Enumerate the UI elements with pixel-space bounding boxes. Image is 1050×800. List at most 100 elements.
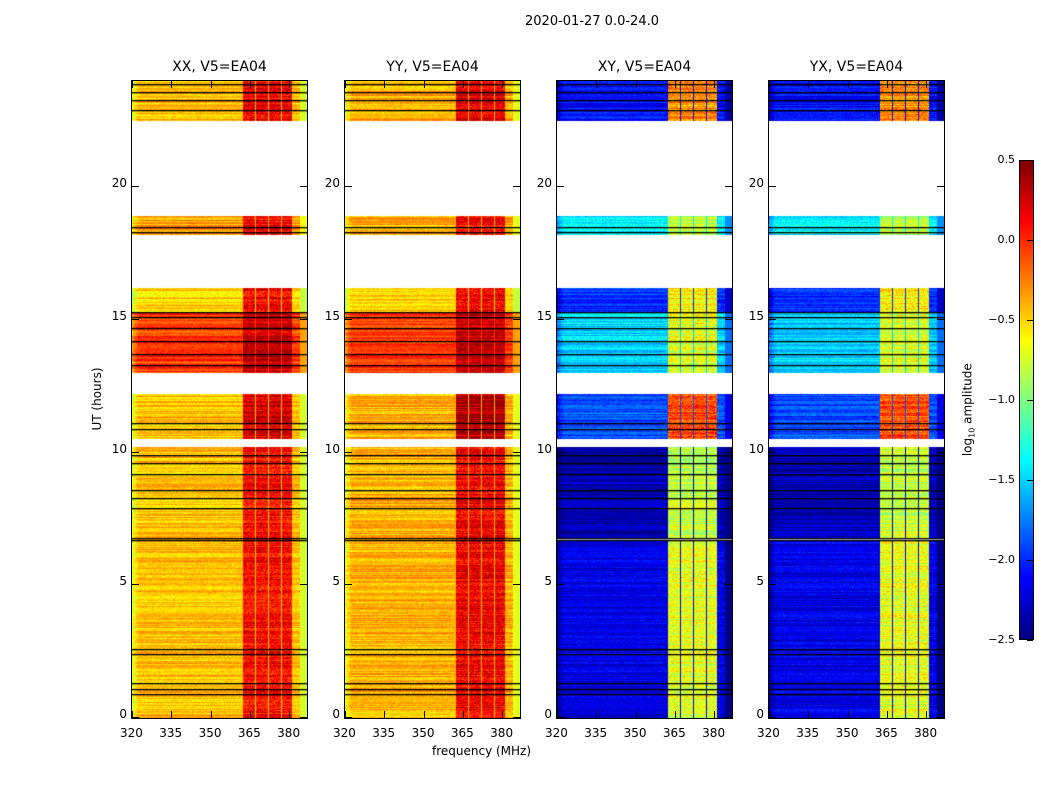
colorbar-tick-label: −1.0 <box>988 393 1015 406</box>
x-tick-mark-top <box>847 81 849 88</box>
colorbar-tick-label: −2.0 <box>988 553 1015 566</box>
y-tick-mark <box>769 584 776 586</box>
y-tick-label: 10 <box>536 441 552 456</box>
y-tick-mark <box>769 717 776 718</box>
y-tick-mark <box>557 186 564 188</box>
x-tick-mark <box>289 711 291 718</box>
x-tick-mark <box>132 711 133 718</box>
x-tick-mark <box>714 711 716 718</box>
y-tick-label: 5 <box>119 574 127 589</box>
y-tick-mark-right <box>937 186 944 188</box>
colorbar-tick-label: −2.5 <box>988 633 1015 646</box>
x-tick-label: 380 <box>277 726 301 740</box>
y-tick-mark-right <box>513 717 520 718</box>
y-tick-mark-right <box>937 717 944 718</box>
y-tick-mark <box>345 584 352 586</box>
x-tick-mark-top <box>132 81 133 88</box>
x-tick-mark-top <box>423 81 425 88</box>
x-tick-mark-top <box>345 81 346 88</box>
colorbar-tick-mark <box>1027 320 1033 321</box>
y-tick-mark-right <box>725 584 732 586</box>
heatmap-image <box>769 81 944 718</box>
y-tick-mark <box>557 717 564 718</box>
y-axis-label: UT (hours) <box>90 367 104 431</box>
colorbar-tick-mark <box>1027 640 1033 641</box>
y-tick-mark-right <box>725 717 732 718</box>
y-tick-mark-right <box>725 186 732 188</box>
x-tick-mark <box>596 711 598 718</box>
y-tick-label: 15 <box>536 308 552 323</box>
y-tick-label: 20 <box>536 176 552 191</box>
colorbar-tick-mark <box>1027 560 1033 561</box>
x-tick-label: 350 <box>835 726 859 740</box>
y-tick-label: 0 <box>119 707 127 721</box>
x-tick-label: 335 <box>372 726 396 740</box>
colorbar-tick-mark <box>1027 240 1033 241</box>
colorbar-tick-label: −0.5 <box>988 313 1015 326</box>
x-tick-label: 365 <box>662 726 686 740</box>
x-tick-label: 380 <box>490 726 514 740</box>
y-tick-label: 20 <box>111 176 127 191</box>
y-tick-label: 5 <box>544 574 552 589</box>
colorbar-tick-mark <box>1027 400 1033 401</box>
x-tick-mark <box>808 711 810 718</box>
colorbar-gradient <box>1020 161 1033 639</box>
y-tick-mark-right <box>513 451 520 453</box>
y-tick-label: 5 <box>332 574 340 589</box>
x-tick-mark <box>462 711 464 718</box>
x-tick-mark <box>635 711 637 718</box>
figure-title: 2020-01-27 0.0-24.0 <box>525 14 659 29</box>
y-tick-mark-right <box>300 186 307 188</box>
y-tick-label: 20 <box>748 176 764 191</box>
y-tick-mark-right <box>937 451 944 453</box>
x-tick-label: 350 <box>411 726 435 740</box>
y-tick-mark <box>132 186 139 188</box>
x-axis-label: frequency (MHz) <box>432 744 532 758</box>
colorbar-tick-label: 0.0 <box>997 233 1016 246</box>
panel-title: XX, V5=EA04 <box>172 59 267 75</box>
heatmap-panel <box>768 80 945 719</box>
x-tick-label: 365 <box>237 726 261 740</box>
x-tick-label: 365 <box>874 726 898 740</box>
y-tick-mark-right <box>937 318 944 320</box>
x-tick-mark <box>886 711 888 718</box>
y-tick-mark-right <box>725 451 732 453</box>
y-tick-mark <box>345 717 352 718</box>
x-tick-mark <box>557 711 558 718</box>
x-tick-label: 365 <box>450 726 474 740</box>
y-tick-label: 15 <box>324 308 340 323</box>
y-tick-mark <box>769 186 776 188</box>
heatmap-image <box>345 81 520 718</box>
x-tick-mark-top <box>714 81 716 88</box>
y-tick-mark-right <box>300 318 307 320</box>
y-tick-mark-right <box>513 186 520 188</box>
heatmap-panel <box>556 80 733 719</box>
x-tick-mark-top <box>249 81 251 88</box>
heatmap-panel <box>131 80 308 719</box>
y-tick-mark <box>132 717 139 718</box>
x-tick-mark-top <box>596 81 598 88</box>
x-tick-mark <box>674 711 676 718</box>
x-tick-mark <box>210 711 212 718</box>
y-tick-mark-right <box>300 717 307 718</box>
colorbar-tick-label: −1.5 <box>988 473 1015 486</box>
x-tick-label: 320 <box>545 726 568 740</box>
y-tick-label: 0 <box>756 707 764 721</box>
y-tick-label: 0 <box>544 707 552 721</box>
y-tick-mark <box>769 318 776 320</box>
x-tick-mark-top <box>635 81 637 88</box>
heatmap-image <box>557 81 732 718</box>
y-tick-mark <box>557 318 564 320</box>
x-tick-label: 380 <box>914 726 938 740</box>
x-tick-mark <box>769 711 770 718</box>
x-tick-label: 320 <box>120 726 143 740</box>
x-tick-mark-top <box>557 81 558 88</box>
y-tick-mark <box>769 451 776 453</box>
y-tick-mark-right <box>300 451 307 453</box>
x-tick-mark-top <box>462 81 464 88</box>
colorbar-tick-mark <box>1027 160 1033 161</box>
y-tick-mark <box>557 451 564 453</box>
y-tick-mark-right <box>513 318 520 320</box>
y-tick-label: 20 <box>324 176 340 191</box>
